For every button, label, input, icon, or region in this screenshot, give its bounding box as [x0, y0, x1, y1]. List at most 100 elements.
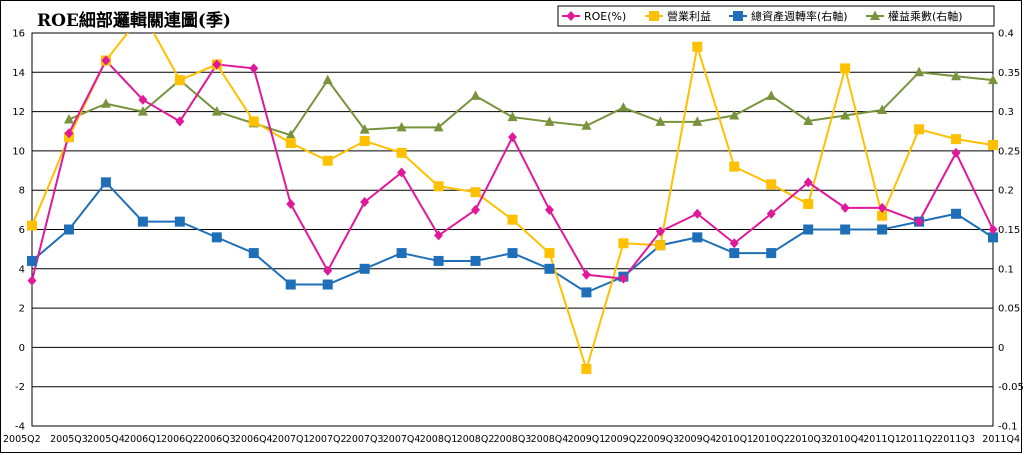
data-point-series-2	[27, 255, 37, 266]
legend-label-3: 權益乘數(右軸)	[888, 9, 963, 23]
data-point-series-0	[655, 226, 665, 237]
data-point-series-0	[434, 230, 444, 241]
data-point-series-3	[137, 106, 148, 116]
series-line-3	[68, 71, 994, 137]
data-point-series-0	[212, 59, 222, 70]
data-point-series-0	[27, 275, 37, 286]
data-point-series-2	[100, 177, 111, 188]
right-tick-label: -0.05	[998, 382, 1023, 393]
left-tick-label: 14	[12, 68, 25, 79]
data-point-series-0	[101, 55, 111, 66]
data-point-series-1	[581, 364, 592, 375]
left-tick-label: 4	[19, 264, 25, 275]
x-tick-label: 2005Q3	[50, 434, 88, 445]
data-point-series-1	[914, 124, 925, 135]
data-point-series-3	[803, 115, 814, 126]
left-tick-label: 2	[19, 304, 25, 315]
right-axis-ticks: -0.1 -0.05 0 0.05 0.1 0.15 0.2 0.25 0.3 0.35 0.4	[998, 29, 1023, 433]
x-tick-label: 2005Q4	[87, 434, 125, 445]
x-tick-label: 2010Q3	[789, 434, 827, 445]
data-point-series-2	[174, 216, 185, 227]
data-point-series-2	[729, 248, 740, 259]
data-point-series-3	[988, 74, 998, 85]
data-point-series-3	[840, 110, 851, 120]
x-tick-label: 2005Q2	[3, 434, 41, 445]
right-tick-label: 0	[998, 343, 1004, 354]
x-tick-label: 2009Q3	[641, 434, 679, 445]
data-point-series-3	[322, 74, 333, 85]
data-point-series-2	[470, 255, 481, 266]
data-point-series-0	[914, 216, 924, 227]
data-point-series-1	[729, 161, 740, 172]
left-tick-label: 16	[12, 29, 25, 40]
data-point-series-0	[360, 196, 370, 207]
data-point-series-1	[27, 220, 37, 231]
data-point-series-1	[803, 198, 814, 209]
chart-title: ROE細部邏輯關連圖(季)	[37, 10, 231, 31]
data-point-series-2	[988, 232, 998, 243]
x-tick-label: 2011Q4	[982, 434, 1020, 445]
data-point-series-0	[249, 63, 259, 74]
data-point-series-0	[397, 167, 407, 178]
legend-marker-0	[566, 11, 576, 21]
data-point-series-0	[618, 273, 628, 284]
data-point-series-0	[729, 238, 739, 249]
data-point-series-1	[322, 155, 333, 166]
legend-marker-3	[870, 10, 880, 20]
data-point-series-3	[507, 111, 518, 122]
x-tick-label: 2006Q4	[235, 434, 273, 445]
data-point-series-2	[137, 216, 148, 227]
data-point-series-3	[951, 70, 962, 81]
data-point-series-1	[544, 248, 555, 259]
x-tick-label: 2008Q1	[420, 434, 458, 445]
right-tick-label: 0.2	[998, 186, 1014, 197]
data-point-series-2	[840, 224, 851, 235]
left-axis-ticks: -4 -2 0 2 4 6 8 10 12 14 16	[12, 29, 25, 433]
data-point-series-3	[470, 90, 481, 100]
x-tick-label: 2007Q4	[383, 434, 421, 445]
data-point-series-1	[618, 238, 629, 249]
data-point-series-1	[433, 181, 444, 192]
x-tick-label: 2007Q2	[309, 434, 347, 445]
data-point-series-1	[248, 116, 259, 127]
left-tick-label: 10	[12, 146, 25, 157]
data-point-series-1	[507, 214, 518, 225]
x-tick-label: 2011Q1	[863, 434, 901, 445]
x-tick-label: 2007Q3	[346, 434, 384, 445]
left-tick-label: -4	[15, 422, 25, 433]
data-point-series-1	[655, 240, 666, 251]
data-point-series-3	[396, 121, 407, 132]
data-point-series-0	[286, 198, 296, 209]
data-point-series-1	[951, 134, 962, 145]
data-point-series-0	[951, 147, 961, 158]
x-tick-label: 2006Q2	[161, 434, 199, 445]
data-point-series-0	[138, 94, 148, 105]
data-point-series-0	[64, 128, 74, 139]
data-point-series-2	[544, 263, 555, 274]
data-point-series-3	[63, 113, 74, 124]
data-point-series-0	[471, 204, 481, 215]
data-point-series-3	[433, 121, 444, 132]
series-markers	[27, 41, 998, 375]
data-point-series-2	[803, 224, 814, 235]
data-point-series-1	[692, 41, 703, 52]
right-tick-label: 0.15	[998, 225, 1020, 236]
data-point-series-0	[803, 177, 813, 188]
x-tick-label: 2008Q3	[494, 434, 532, 445]
data-point-series-1	[174, 75, 185, 86]
data-point-series-2	[322, 279, 333, 290]
data-point-series-1	[840, 63, 851, 74]
data-point-series-3	[877, 104, 888, 115]
data-point-series-3	[581, 120, 592, 130]
data-point-series-3	[100, 98, 111, 108]
x-tick-label: 2006Q1	[124, 434, 162, 445]
data-point-series-0	[323, 265, 333, 276]
right-tick-label: -0.1	[998, 422, 1018, 433]
data-point-series-2	[507, 248, 518, 259]
data-point-series-2	[248, 248, 259, 259]
data-point-series-2	[396, 248, 407, 259]
data-point-series-0	[544, 204, 554, 215]
legend-label-1: 營業利益	[667, 9, 711, 23]
data-point-series-3	[285, 129, 296, 140]
